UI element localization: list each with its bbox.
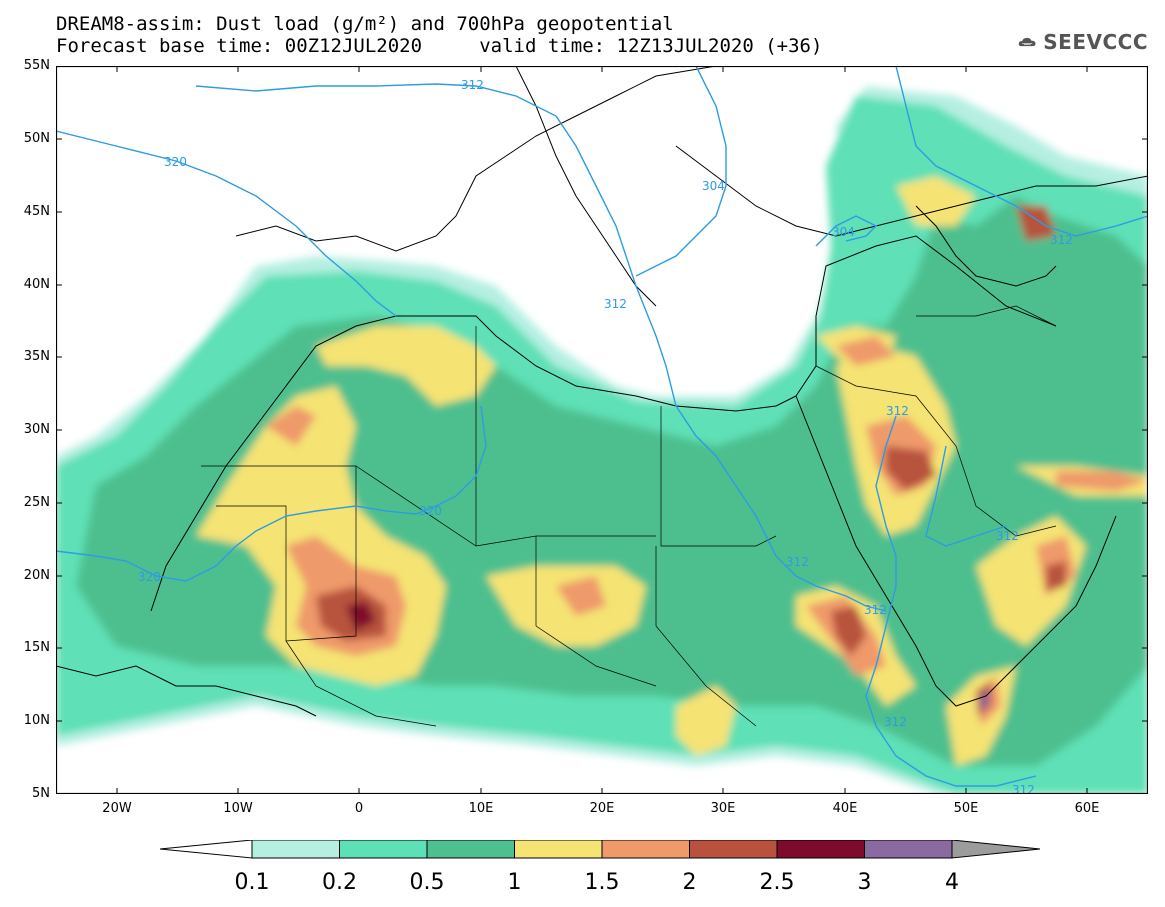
map-title: DREAM8-assim: Dust load (g/m²) and 700hP… (56, 13, 674, 35)
lon-label: 20E (589, 801, 615, 816)
colorbar-box (689, 840, 778, 859)
lat-label: 55N (23, 58, 50, 73)
contour-label: 320 (138, 570, 161, 584)
cloud-icon (1018, 37, 1036, 47)
colorbar-box (864, 840, 953, 859)
forecast-time-line: Forecast base time: 00Z12JUL2020 valid t… (56, 35, 823, 57)
lon-label: 30E (710, 801, 736, 816)
colorbar-box (514, 840, 603, 859)
colorbar-box (251, 840, 340, 859)
lat-label: 35N (23, 349, 50, 364)
lon-label: 40E (832, 801, 858, 816)
lat-label: 50N (23, 131, 50, 146)
lon-label: 0 (354, 801, 364, 816)
contour-label: 304 (702, 179, 725, 193)
lat-label: 20N (23, 568, 50, 583)
colorbar-label: 0.5 (409, 870, 445, 895)
contour-label-group: 320 312 304 304 312 312 320 320 312 312 … (138, 78, 1073, 794)
colorbar-label: 1.5 (584, 870, 620, 895)
lat-label: 30N (23, 422, 50, 437)
lon-label: 10W (223, 801, 253, 816)
colorbar-label: 4 (945, 870, 959, 895)
colorbar-label: 2 (682, 870, 697, 895)
colorbar-label: 3 (857, 870, 872, 895)
colorbar-label: 1 (507, 870, 522, 895)
lon-label: 60E (1074, 801, 1100, 816)
colorbar-label: 0.1 (234, 870, 270, 895)
contour-label: 320 (164, 155, 187, 169)
colorbar-box (601, 840, 690, 859)
colorbar-label: 2.5 (759, 870, 795, 895)
lon-label: 20W (102, 801, 132, 816)
logo-text: SEEVCCC (1043, 30, 1148, 54)
contour-label: 312 (1012, 783, 1035, 794)
contour-label: 320 (419, 504, 442, 518)
lat-label: 10N (23, 713, 50, 728)
colorbar-boxes (251, 840, 953, 859)
colorbar-box (776, 840, 865, 859)
colorbar-box (426, 840, 515, 859)
axis-ticks (56, 66, 1148, 794)
colorbar (160, 840, 1041, 859)
lat-label: 15N (23, 640, 50, 655)
lat-label: 45N (23, 204, 50, 219)
colorbar-label: 0.2 (322, 870, 357, 895)
lat-label: 40N (23, 277, 50, 292)
colorbar-over-arrow (951, 840, 1041, 859)
contour-label: 304 (832, 225, 855, 239)
contour-label: 312 (786, 555, 809, 569)
contour-label: 312 (996, 529, 1019, 543)
colorbar-box (339, 840, 428, 859)
lat-label: 25N (23, 495, 50, 510)
contour-label: 312 (864, 603, 887, 617)
dust-map: 320 312 304 304 312 312 320 320 312 312 … (56, 66, 1148, 794)
contour-label: 312 (1050, 233, 1073, 247)
lat-label: 5N (32, 786, 50, 801)
contour-label: 312 (884, 715, 907, 729)
contour-label: 312 (886, 404, 909, 418)
contour-label: 312 (604, 297, 627, 311)
lon-label: 10E (468, 801, 494, 816)
colorbar-under-arrow (160, 840, 253, 859)
geopotential-contours (56, 66, 1148, 787)
country-borders (201, 305, 1057, 727)
dust-field (56, 86, 1148, 794)
map-border (56, 66, 1148, 794)
lon-label: 50E (953, 801, 979, 816)
contour-label: 312 (461, 78, 484, 92)
seevccc-logo: SEEVCCC (1018, 26, 1148, 58)
